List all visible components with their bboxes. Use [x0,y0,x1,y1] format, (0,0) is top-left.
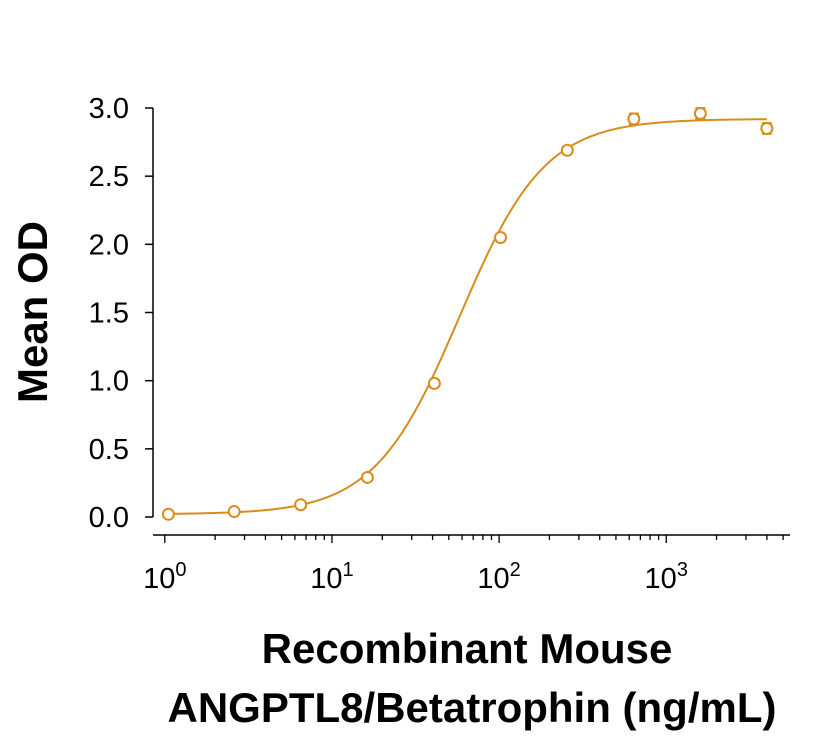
x-tick-label: 100 [143,559,186,595]
data-point [627,112,641,126]
y-tick-label: 2.0 [89,229,129,261]
x-axis: 100 101 102 103 [143,534,790,595]
data-point [161,507,175,521]
y-tick-label: 0.0 [89,502,129,534]
data-point [560,143,574,157]
y-axis: 0.0 0.5 1.0 1.5 2.0 2.5 3.0 [89,93,154,534]
y-axis-title: Mean OD [9,221,56,403]
data-point [360,470,374,484]
x-tick-label: 102 [477,559,520,595]
fit-curve-layer [168,118,767,515]
data-point [760,121,774,135]
x-tick-label: 103 [645,559,688,595]
data-point [427,376,441,390]
y-tick-label: 2.5 [89,161,129,193]
x-axis-title-line-1: Recombinant Mouse [262,625,673,672]
x-axis-title-line-2: ANGPTL8/Betatrophin (ng/mL) [168,684,777,731]
y-tick-label: 1.0 [89,366,129,398]
data-point [227,505,241,519]
y-tick-label: 3.0 [89,93,129,125]
y-tick-label: 0.5 [89,434,129,466]
data-point [693,106,707,120]
y-tick-label: 1.5 [89,298,129,330]
data-point [294,498,308,512]
fit-curve [168,118,767,515]
data-points-layer [161,106,774,521]
data-point [494,231,508,245]
x-tick-label: 101 [310,559,353,595]
